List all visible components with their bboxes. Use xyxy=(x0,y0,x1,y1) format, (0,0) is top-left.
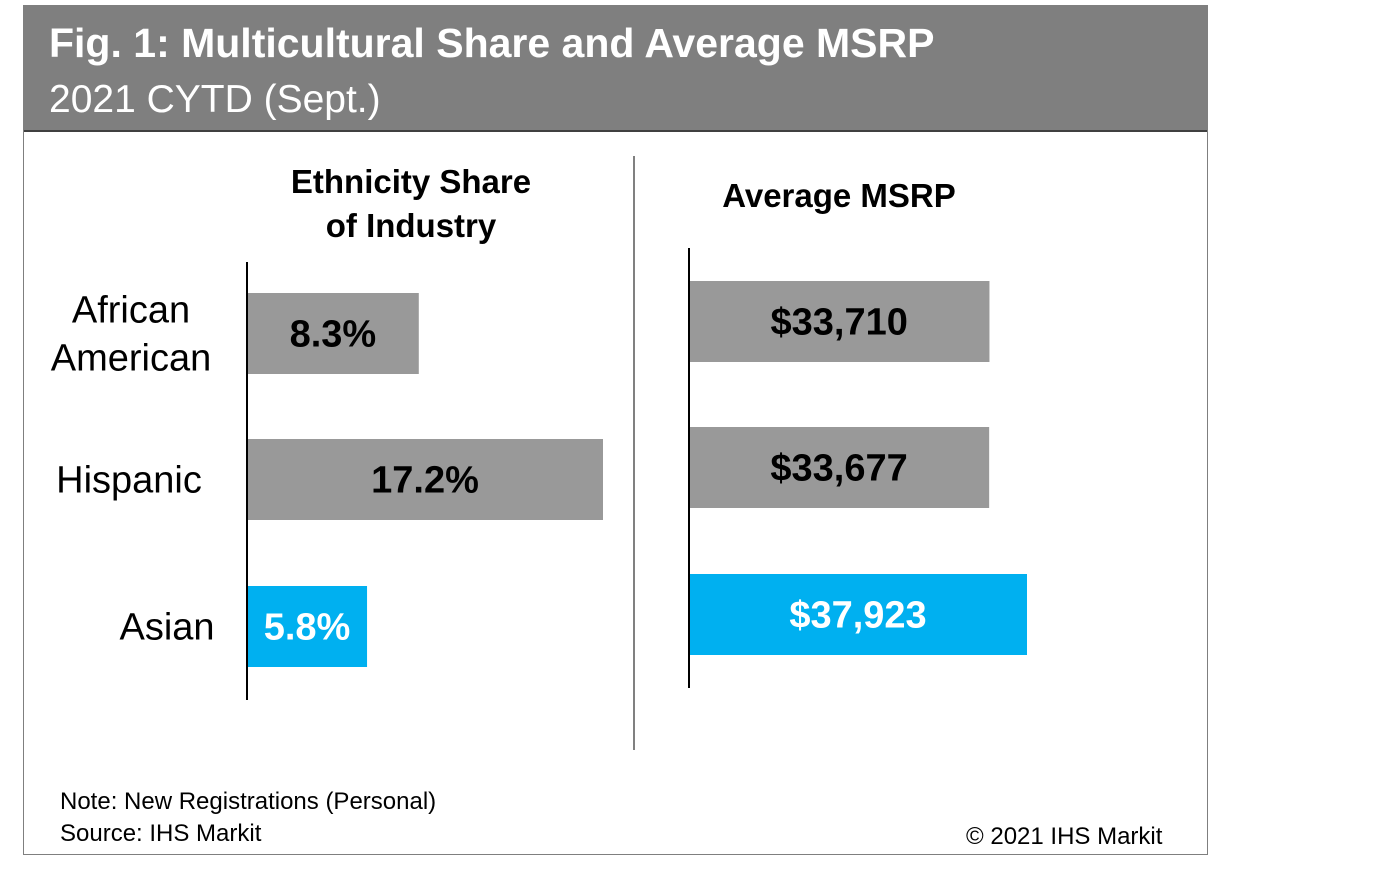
panel-2-data-label: $33,710 xyxy=(771,302,908,344)
panel-2-data-label: $37,923 xyxy=(789,595,926,637)
category-label: Hispanic xyxy=(56,460,202,502)
panel-1-title-line: of Industry xyxy=(326,207,497,244)
chart-source: Source: IHS Markit xyxy=(60,820,262,847)
panel-2-bar xyxy=(689,574,1027,655)
figure-header: Fig. 1: Multicultural Share and Average … xyxy=(24,6,1207,132)
category-label: Asian xyxy=(119,607,214,649)
panel-1-data-label: 17.2% xyxy=(371,460,479,502)
figure-subtitle: 2021 CYTD (Sept.) xyxy=(49,78,381,121)
figure-title: Fig. 1: Multicultural Share and Average … xyxy=(49,20,935,66)
figure-frame: Fig. 1: Multicultural Share and Average … xyxy=(23,5,1208,855)
panel-1-bar xyxy=(247,586,368,667)
panel-2-bar xyxy=(689,427,990,508)
category-label: African xyxy=(72,290,190,332)
panel-2-data-label: $33,677 xyxy=(770,448,907,490)
panel-1-bar xyxy=(247,439,603,520)
panel-2-bar xyxy=(689,281,990,362)
panel-1-title-line: Ethnicity Share xyxy=(291,163,531,200)
copyright-notice: © 2021 IHS Markit xyxy=(966,823,1163,850)
category-label: American xyxy=(51,338,212,380)
panel-1-data-label: 5.8% xyxy=(264,607,351,649)
panel-1-bar xyxy=(247,293,419,374)
chart-note: Note: New Registrations (Personal) xyxy=(60,788,437,815)
panel-1-data-label: 8.3% xyxy=(290,314,377,356)
panel-2-title-line: Average MSRP xyxy=(722,177,956,214)
